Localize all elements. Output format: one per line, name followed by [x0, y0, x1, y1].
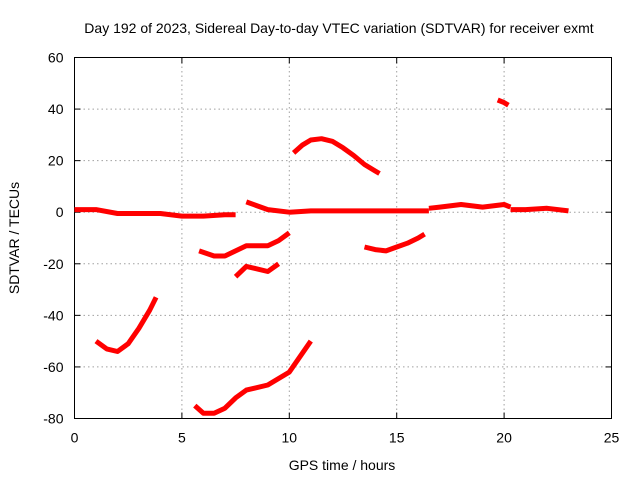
y-tick-label: 0: [56, 204, 64, 220]
y-tick-label: -20: [43, 256, 63, 272]
series-arc-hump: [291, 136, 381, 176]
series-arc-baseline-4: [510, 205, 569, 214]
series-arc-high: [496, 97, 510, 108]
x-tick-label: 10: [282, 430, 298, 446]
series-arc-mid-1: [198, 230, 291, 259]
plot-frame: [74, 57, 612, 419]
series-arc-baseline-2: [245, 199, 429, 215]
x-tick-label: 25: [604, 430, 620, 446]
chart-title: Day 192 of 2023, Sidereal Day-to-day VTE…: [84, 20, 593, 36]
series-arc-baseline-3: [428, 202, 512, 211]
series-arc-dip: [363, 231, 426, 254]
y-tick-label: 60: [48, 50, 64, 66]
series-arc-rise-2: [193, 339, 313, 416]
x-tick-label: 0: [71, 430, 79, 446]
series-group: [74, 97, 569, 416]
y-axis-label: SDTVAR / TECUs: [6, 182, 22, 294]
y-tick-label: 20: [48, 153, 64, 169]
x-tick-label: 5: [178, 430, 186, 446]
series-arc-rise-1: [94, 296, 159, 354]
axis-ticks: [74, 57, 612, 419]
y-tick-label: -80: [43, 411, 63, 427]
x-tick-label: 15: [389, 430, 405, 446]
y-tick-label: -40: [43, 307, 63, 323]
grid: [74, 57, 612, 419]
y-tick-label: 40: [48, 101, 64, 117]
x-tick-label: 20: [496, 430, 512, 446]
series-arc-baseline-1: [74, 207, 236, 219]
y-tick-label: -60: [43, 359, 63, 375]
x-tick-labels: 0 5 10 15 20 25: [71, 430, 620, 446]
y-tick-labels: -80 -60 -40 -20 0 20 40 60: [43, 50, 63, 427]
series-arc-mid-2: [233, 261, 281, 279]
x-axis-label: GPS time / hours: [289, 457, 396, 473]
